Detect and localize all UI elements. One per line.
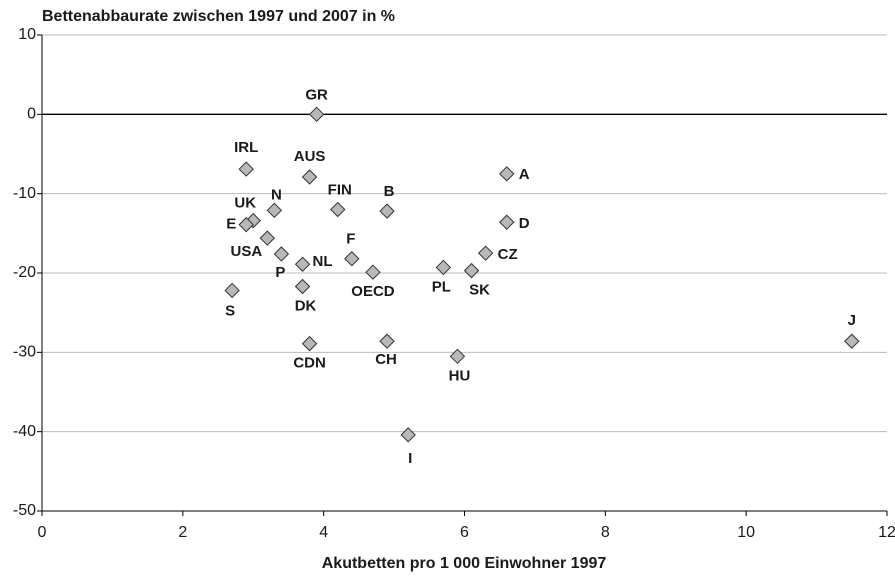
x-axis-label: Akutbetten pro 1 000 Einwohner 1997 [322, 555, 607, 572]
point-label: P [275, 264, 285, 281]
x-tick-label: 0 [38, 524, 47, 541]
point-label: N [271, 186, 282, 203]
point-label: F [346, 231, 355, 248]
y-tick-label: 0 [27, 106, 36, 123]
point-label: IRL [234, 139, 258, 156]
y-tick-label: 10 [18, 26, 36, 43]
point-label: D [519, 215, 530, 232]
point-label: FIN [328, 182, 352, 199]
point [266, 202, 283, 219]
point-label: PL [432, 278, 451, 295]
y-tick-label: -40 [13, 423, 36, 440]
point-label: CH [375, 351, 397, 368]
point-label: B [384, 183, 395, 200]
point [259, 230, 276, 246]
y-tick-label: -30 [13, 344, 36, 361]
point [301, 169, 318, 185]
point [344, 251, 360, 267]
point-label: J [848, 312, 856, 329]
point-label: USA [230, 243, 262, 260]
x-tick-label: 4 [319, 524, 328, 541]
point [365, 264, 381, 280]
point [379, 203, 395, 219]
point-label: I [408, 450, 412, 467]
point-label: GR [305, 86, 328, 103]
point-label: E [226, 216, 236, 233]
point-label: SK [469, 282, 490, 299]
point-label: A [519, 166, 530, 183]
point [294, 256, 311, 272]
x-tick-label: 8 [601, 524, 610, 541]
x-tick-label: 12 [878, 524, 895, 541]
point [294, 278, 311, 295]
point-label: NL [313, 253, 333, 270]
point-label: CZ [498, 246, 518, 263]
point [435, 259, 452, 276]
point [449, 348, 466, 365]
point [400, 427, 416, 443]
chart-title: Bettenabbaurate zwischen 1997 und 2007 i… [42, 8, 395, 25]
point [308, 106, 325, 123]
point [301, 335, 318, 352]
point [238, 161, 254, 177]
point [273, 246, 290, 262]
point [844, 333, 860, 349]
x-tick-label: 6 [460, 524, 469, 541]
x-tick-label: 10 [737, 524, 755, 541]
point-label: DK [295, 297, 317, 314]
point [477, 245, 494, 261]
x-tick-label: 2 [178, 524, 187, 541]
point [499, 166, 515, 182]
point-label: CDN [293, 355, 326, 372]
point [224, 282, 240, 299]
point [330, 201, 346, 218]
point [238, 216, 254, 233]
point-label: HU [449, 367, 471, 384]
y-tick-label: -50 [13, 502, 36, 519]
point-label: UK [234, 195, 256, 212]
point [379, 333, 395, 349]
point [499, 214, 515, 230]
point-label: S [225, 302, 235, 319]
y-tick-label: -10 [13, 185, 36, 202]
point [463, 262, 480, 279]
y-tick-label: -20 [13, 264, 36, 281]
point-label: OECD [351, 283, 395, 300]
point-label: AUS [294, 148, 326, 165]
